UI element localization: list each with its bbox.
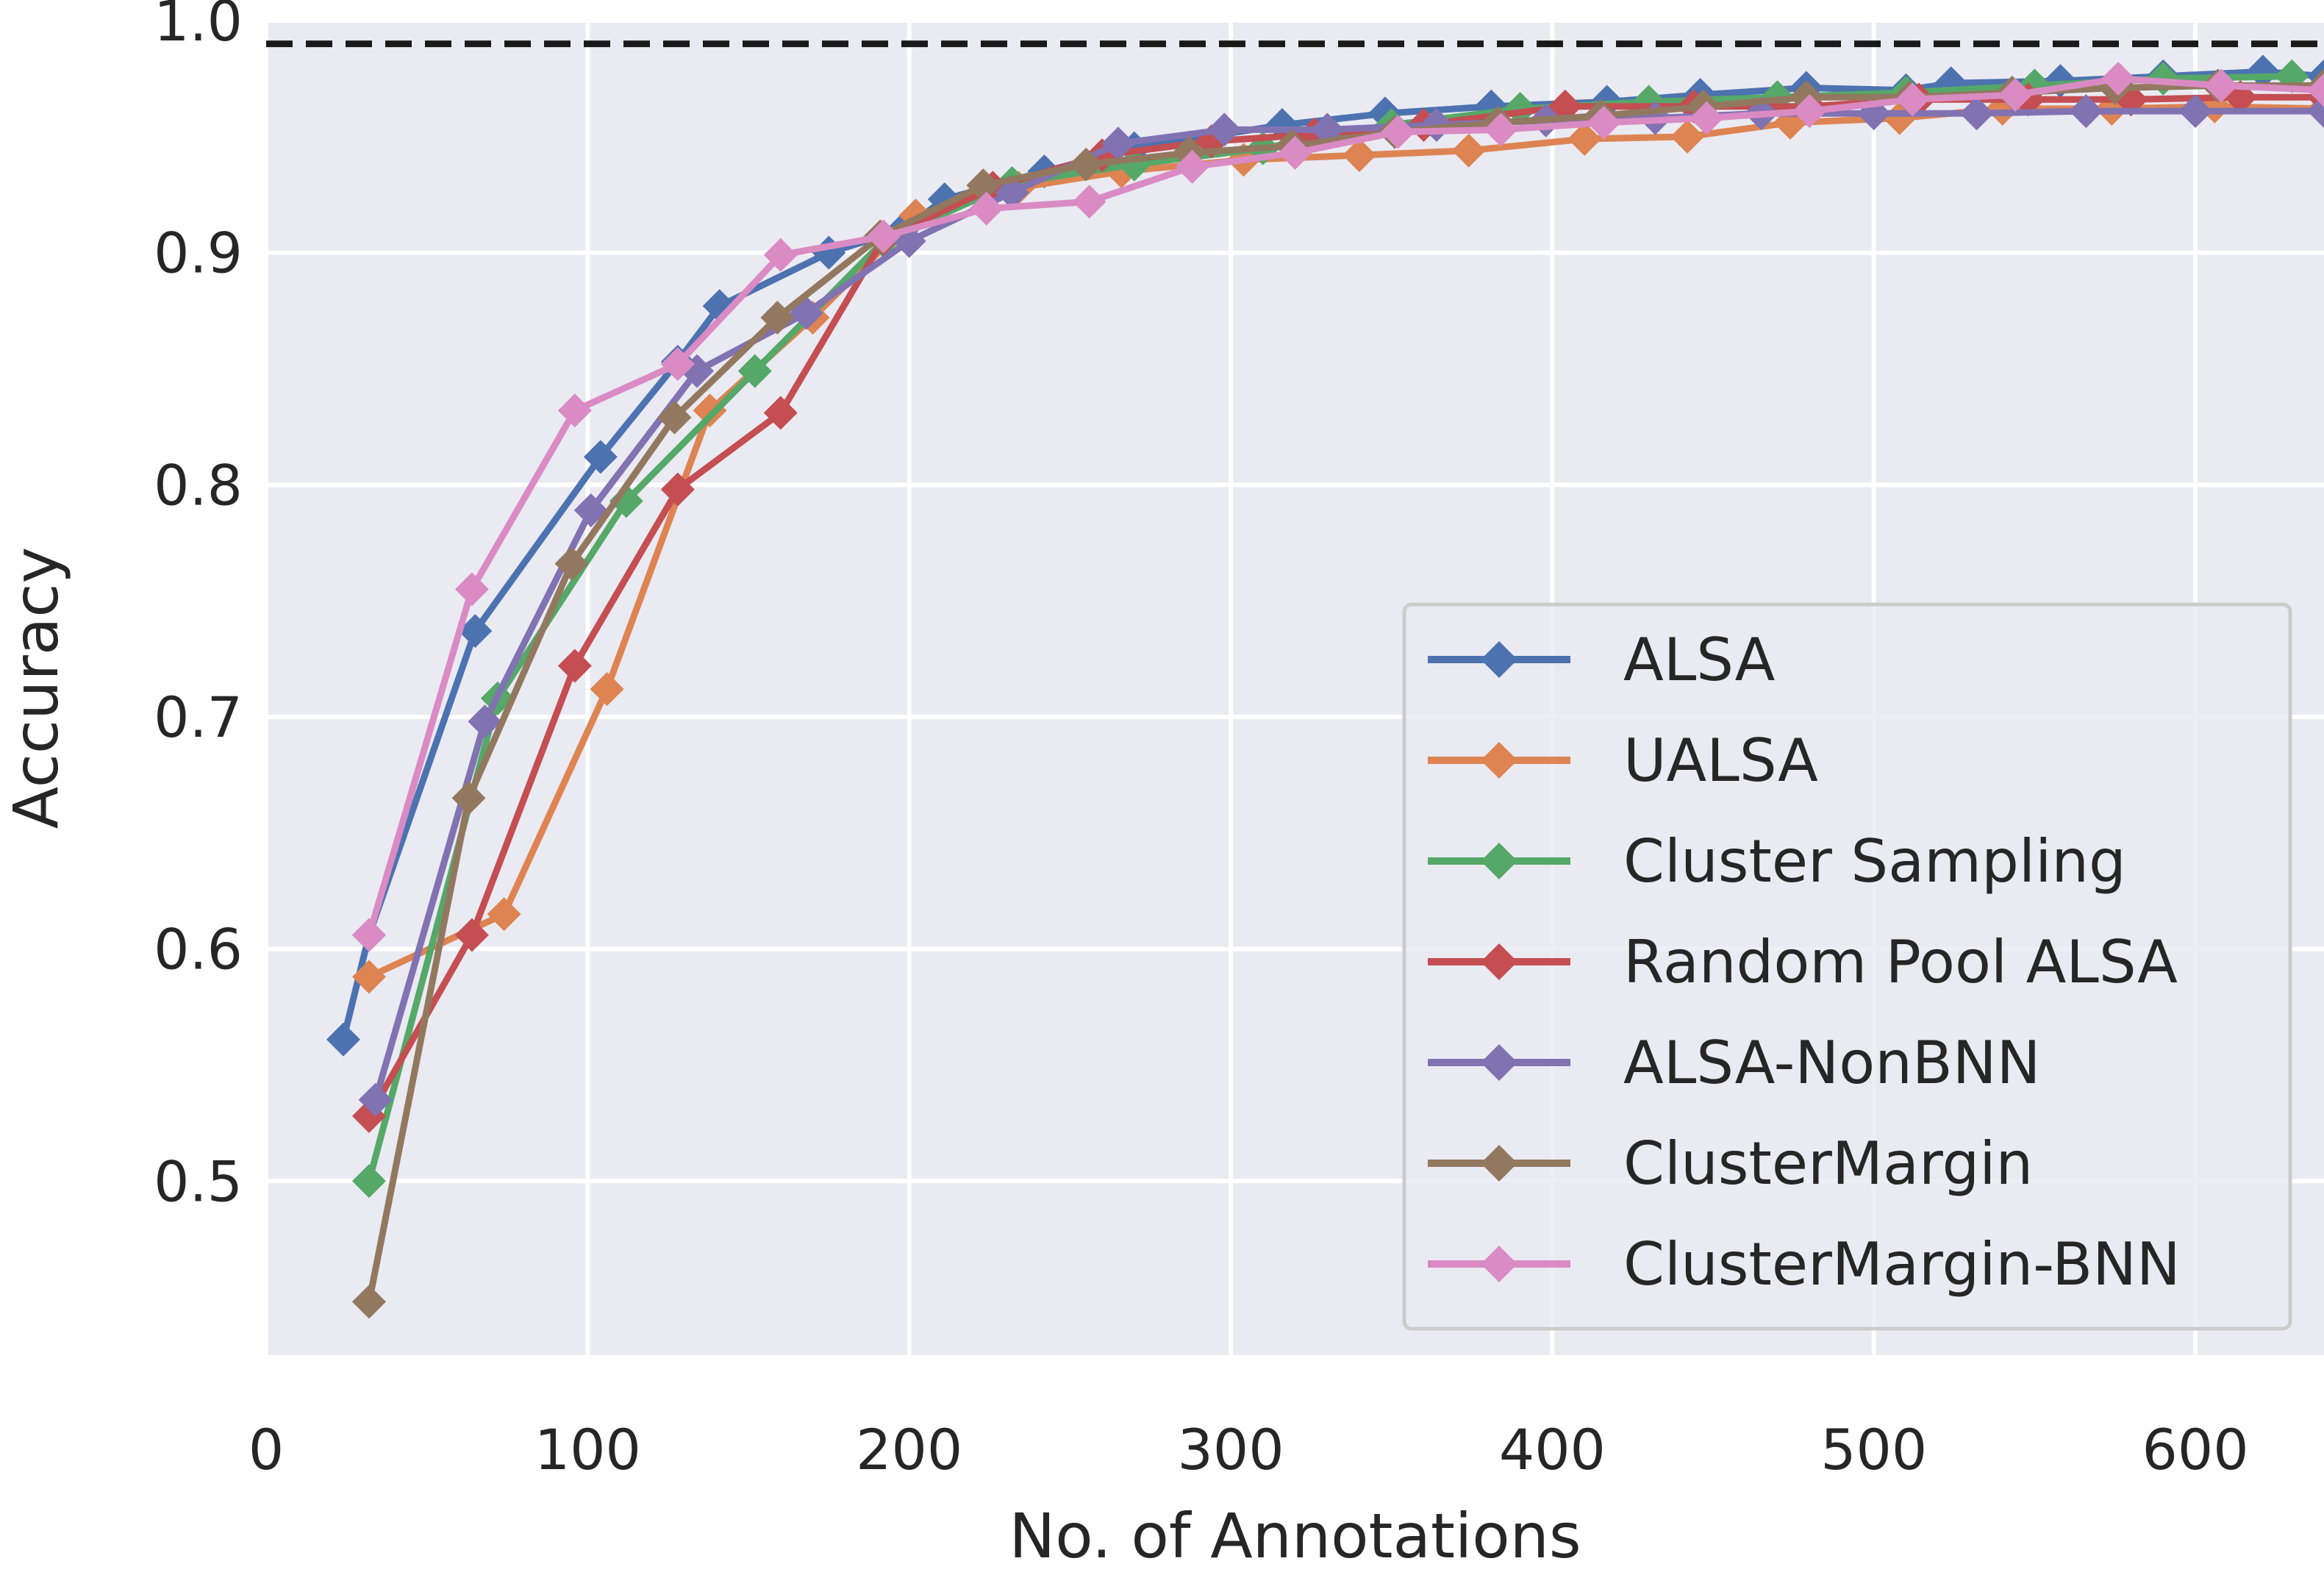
data-point-marker: [583, 440, 618, 474]
y-tick-label: 0.6: [154, 917, 243, 982]
legend-label: ClusterMargin: [1623, 1129, 2033, 1198]
data-point-marker: [969, 191, 1004, 226]
data-point-marker: [351, 1164, 386, 1199]
data-point-marker: [660, 472, 695, 507]
data-point-marker: [1342, 138, 1376, 173]
data-point-marker: [1451, 133, 1486, 168]
legend-marker: [1481, 641, 1517, 678]
x-tick-labels: 0 100 200 300 400 500 600: [249, 1417, 2249, 1482]
legend-item: ClusterMargin: [1428, 1129, 2033, 1198]
data-point-marker: [2204, 68, 2239, 103]
legend-item: UALSA: [1428, 726, 1818, 795]
data-point-marker: [1072, 185, 1106, 219]
legend-label: ALSA: [1623, 626, 1776, 694]
data-point-marker: [1998, 78, 2033, 113]
data-point-marker: [326, 1022, 360, 1057]
data-point-marker: [2178, 94, 2213, 129]
x-tick-label: 400: [1499, 1417, 1606, 1482]
legend-marker: [1481, 843, 1517, 879]
data-point-marker: [487, 897, 521, 932]
data-point-marker: [2017, 68, 2052, 103]
data-point-marker: [1690, 101, 1724, 135]
data-point-marker: [966, 168, 1001, 203]
data-point-marker: [1175, 149, 1209, 184]
data-point-marker: [1381, 115, 1415, 149]
legend-marker: [1481, 1044, 1517, 1081]
legend-label: Random Pool ALSA: [1623, 928, 2178, 996]
data-point-marker: [454, 572, 489, 607]
data-point-marker: [1567, 121, 1602, 156]
data-point-marker: [763, 238, 798, 272]
series-layer: [326, 54, 2324, 1319]
data-point-marker: [660, 347, 695, 382]
legend-item: ALSA-NonBNN: [1428, 1029, 2040, 1097]
x-tick-label: 100: [534, 1417, 641, 1482]
data-point-marker: [760, 301, 795, 335]
data-point-marker: [557, 649, 592, 683]
data-point-marker: [1895, 82, 1930, 117]
data-point-marker: [454, 918, 489, 952]
data-point-marker: [458, 614, 493, 649]
legend-marker: [1481, 943, 1517, 980]
legend-label: UALSA: [1623, 726, 1818, 795]
x-tick-label: 0: [249, 1417, 284, 1482]
legend-item: ALSA: [1428, 626, 1776, 694]
data-point-marker: [657, 400, 692, 435]
data-point-marker: [351, 918, 386, 952]
y-tick-label: 1.0: [154, 0, 243, 54]
legend-item: Random Pool ALSA: [1428, 928, 2178, 996]
data-point-marker: [557, 393, 592, 428]
data-point-marker: [2101, 61, 2136, 96]
data-point-marker: [451, 781, 486, 815]
data-point-marker: [1670, 119, 1705, 154]
data-point-marker: [1278, 135, 1312, 170]
data-point-marker: [1101, 126, 1135, 161]
data-point-marker: [763, 396, 798, 430]
y-tick-labels: 0.5 0.6 0.7 0.8 0.9 1.0: [154, 0, 243, 1214]
series-line: [365, 75, 2324, 936]
y-tick-label: 0.8: [154, 452, 243, 518]
data-point-marker: [2223, 80, 2258, 115]
legend-item: ClusterMargin-BNN: [1428, 1230, 2181, 1299]
series-7: [351, 61, 2324, 952]
data-point-marker: [1069, 147, 1104, 182]
x-axis-label: No. of Annotations: [1009, 1500, 1581, 1572]
x-tick-label: 300: [1178, 1417, 1284, 1482]
data-point-marker: [468, 704, 502, 739]
legend-label: ALSA-NonBNN: [1623, 1029, 2040, 1097]
data-point-marker: [1792, 94, 1827, 129]
legend: ALSA UALSA Cluster Sampling Random Pool ALS…: [1402, 602, 2292, 1331]
x-tick-label: 500: [1820, 1417, 1927, 1482]
data-point-marker: [1484, 113, 1518, 147]
x-tick-label: 600: [2142, 1417, 2249, 1482]
data-point-marker: [358, 1082, 393, 1117]
legend-marker: [1481, 1145, 1517, 1182]
data-point-marker: [2307, 73, 2324, 107]
data-point-marker: [351, 960, 386, 994]
legend-marker: [1481, 1246, 1517, 1282]
legend-label: ClusterMargin-BNN: [1623, 1230, 2181, 1299]
data-point-marker: [554, 546, 589, 581]
legend-item: Cluster Sampling: [1428, 827, 2126, 896]
y-axis-label: Accuracy: [0, 547, 72, 829]
x-tick-label: 200: [856, 1417, 962, 1482]
legend-label: Cluster Sampling: [1623, 827, 2126, 896]
legend-marker: [1481, 742, 1517, 779]
y-tick-label: 0.7: [154, 685, 243, 750]
data-point-marker: [693, 393, 727, 428]
data-point-marker: [2069, 94, 2103, 129]
data-point-marker: [351, 1285, 386, 1319]
data-point-marker: [866, 219, 901, 254]
data-point-marker: [590, 672, 624, 707]
data-point-marker: [1587, 105, 1621, 140]
data-point-marker: [1207, 113, 1242, 147]
legend-box: [1402, 602, 2292, 1331]
data-point-marker: [737, 354, 772, 388]
data-point-marker: [1959, 96, 1994, 131]
y-tick-label: 0.5: [154, 1149, 243, 1214]
y-tick-label: 0.9: [154, 221, 243, 286]
data-point-marker: [1503, 91, 1537, 126]
